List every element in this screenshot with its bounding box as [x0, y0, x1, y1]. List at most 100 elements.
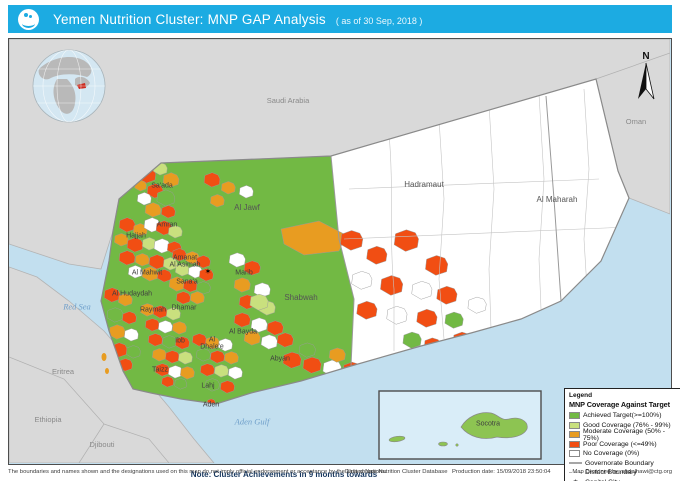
district-patch: [165, 350, 180, 364]
district-patch: [302, 356, 322, 374]
footer-production-date: Production date: 15/09/2018 23:50:04: [452, 469, 551, 475]
district-patch: [148, 254, 166, 270]
district-patch: [233, 312, 251, 328]
district-patch: [135, 253, 150, 267]
district-patch: [214, 364, 229, 378]
district-patch: [152, 348, 167, 362]
district-patch: [250, 317, 268, 333]
district-patch: [156, 189, 176, 207]
district-patch: [205, 378, 220, 392]
district-patch: [175, 336, 190, 350]
unicef-emblem-icon: [18, 8, 39, 30]
legend-item-label: Moderate Coverage (50% - 75%): [583, 427, 665, 442]
district-patch: [340, 230, 364, 251]
district-patch: [168, 365, 183, 379]
legend-swatch: [569, 421, 580, 429]
district-patch: [200, 363, 215, 377]
district-patch: [328, 347, 346, 363]
map-canvas: N Sa'ada Al Jawf Amran Hajjah Amanat Al Asim…: [8, 38, 680, 481]
district-patch: [176, 291, 191, 305]
legend-subtitle: MNP Coverage Against Target: [569, 400, 670, 409]
district-patch: [192, 333, 207, 347]
district-patch: [161, 205, 176, 219]
district-patch: [210, 350, 225, 364]
district-patch: [233, 277, 251, 293]
note-line-1: Note: Cluster Achievements in 9 months t…: [190, 470, 378, 479]
district-patch: [436, 286, 458, 305]
yemen-districts: [100, 78, 630, 405]
district-patch: [140, 303, 155, 317]
legend-item: ✶Capital City: [569, 478, 678, 481]
district-patch: [141, 266, 159, 282]
district-patch: [444, 311, 464, 329]
legend-item: No Coverage (0%): [569, 449, 678, 459]
district-patch: [206, 398, 216, 404]
district-patch: [228, 366, 243, 380]
page-title: Yemen Nutrition Cluster: MNP GAP Analysi…: [53, 11, 326, 27]
district-patch: [122, 311, 137, 325]
district-patch: [126, 345, 141, 359]
legend-item: Moderate Coverage (50% - 75%): [569, 427, 678, 442]
district-patch: [199, 268, 214, 282]
legend-item: Good Coverage (76% - 99%): [569, 421, 678, 431]
district-patch: [243, 330, 261, 346]
district-patch: [220, 380, 235, 394]
district-patch: [282, 351, 302, 369]
district-patch: [148, 333, 163, 347]
legend-item: District Boundary: [569, 468, 678, 478]
legend-item-label: Governorate Boundary: [585, 459, 654, 467]
governorate-boundaries: [330, 95, 562, 367]
legend-swatch: [569, 431, 580, 439]
district-patch: [205, 336, 220, 350]
district-boundaries: [343, 88, 629, 351]
footer-data-source: Data source:Nutrition Cluster Database: [345, 469, 448, 475]
district-patch: [425, 255, 449, 276]
district-patch: [276, 332, 294, 348]
district-patch: [218, 338, 233, 352]
legend-swatch: [569, 440, 580, 448]
district-patch: [155, 363, 170, 377]
district-patch: [144, 202, 162, 218]
district-patch: [224, 351, 239, 365]
district-patch: [356, 301, 378, 320]
district-line-icon: [569, 472, 582, 474]
district-patch: [118, 293, 133, 307]
north-arrow: N: [638, 51, 655, 100]
district-patch: [172, 321, 187, 335]
district-patch: [386, 306, 408, 325]
district-patch: [175, 263, 190, 277]
district-patch: [393, 229, 419, 252]
district-patch: [221, 181, 236, 195]
capital-star-icon: ✶: [569, 478, 582, 481]
legend-swatch: [569, 450, 580, 458]
district-patch: [380, 275, 404, 296]
yemen-outline: [100, 78, 630, 405]
district-patch: [196, 281, 211, 295]
district-patch: [298, 342, 316, 358]
district-patch: [128, 265, 143, 279]
district-patch: [249, 293, 269, 311]
island: [105, 368, 109, 374]
district-patch: [124, 328, 139, 342]
legend-item-label: Achieved Target(>=100%): [583, 412, 662, 420]
world-locator-globe: [32, 49, 106, 123]
district-patch: [266, 320, 284, 336]
governorate-line-icon: [569, 462, 582, 465]
legend-item: Poor Coverage (<=49%): [569, 440, 678, 450]
district-patch: [137, 192, 152, 206]
district-patch: [162, 335, 177, 349]
district-patch: [351, 271, 373, 290]
district-patch: [366, 246, 388, 265]
district-patch: [183, 279, 198, 293]
footer-designer: Map Designed by: abdulhawi@ctg.org: [572, 469, 672, 475]
legend-items: Achieved Target(>=100%) Good Coverage (76…: [569, 411, 678, 481]
district-patch: [157, 269, 172, 283]
socotra-inset: [378, 390, 542, 460]
legend-item: Governorate Boundary: [569, 459, 678, 469]
district-patch: [196, 255, 211, 269]
title-bar: Yemen Nutrition Cluster: MNP GAP Analysi…: [8, 5, 672, 33]
legend-item-label: District Boundary: [585, 469, 637, 477]
legend-item-label: No Coverage (0%): [583, 450, 640, 458]
district-patch: [126, 237, 144, 253]
socotra-island: [460, 412, 528, 439]
